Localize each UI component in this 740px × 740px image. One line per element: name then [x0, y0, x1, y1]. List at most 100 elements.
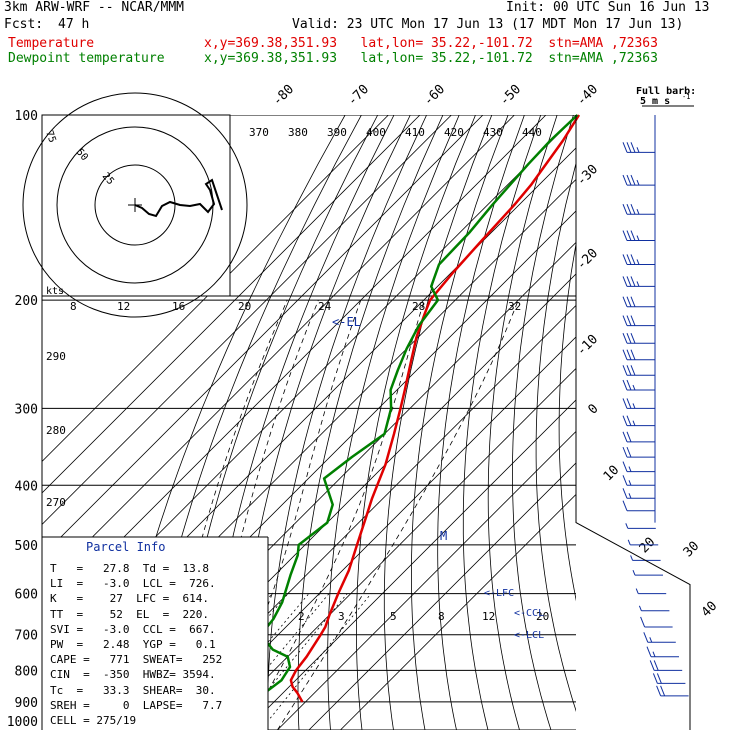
- mixing-ratio-label-2: 2: [298, 610, 305, 623]
- wind-barb-flag: [630, 365, 636, 376]
- dry-adiabat: [487, 115, 558, 730]
- theta-label-390: 390: [327, 126, 347, 139]
- isotherm-label--10: -10: [574, 332, 601, 359]
- pressure-label-100: 100: [15, 109, 38, 124]
- wind-barb-flag: [626, 349, 632, 360]
- speed-label-20: 20: [238, 300, 251, 313]
- temperature-location: x,y=369.38,351.93 lat,lon= 35.22,-101.72…: [204, 36, 658, 51]
- mixing-ratio-line: [234, 593, 348, 730]
- wind-barb-flag: [622, 431, 628, 443]
- wind-barb-flag: [630, 142, 636, 153]
- wind-barb-flag: [622, 365, 628, 376]
- wind-barb-flag: [630, 349, 636, 360]
- theta-label-430: 430: [483, 126, 503, 139]
- dry-adiabat: [327, 115, 460, 730]
- annotation-lfc: <-LFC: [484, 588, 514, 599]
- wind-barb-half: [632, 420, 636, 426]
- wind-barb: [640, 616, 673, 628]
- isotherm-label--80: -80: [270, 82, 297, 109]
- isotherm-line: [42, 115, 515, 588]
- wind-barb: [643, 632, 676, 643]
- theta-label-380: 380: [288, 126, 308, 139]
- theta-label-400: 400: [366, 126, 386, 139]
- model-title: 3km ARW-WRF -- NCAR/MMM: [4, 0, 185, 15]
- wind-barb-flag: [626, 142, 632, 153]
- wind-barb-flag: [626, 230, 632, 241]
- wind-barb-half: [636, 179, 640, 186]
- dry-adiabat: [646, 115, 740, 730]
- hodograph-ring-25: [94, 164, 176, 246]
- hodograph: 75 50 25 kts: [22, 92, 248, 318]
- wind-barb-flag: [626, 446, 632, 458]
- dry-adiabat: [462, 115, 542, 730]
- parcel-info-row: Tc = 33.3 SHEAR= 30.: [50, 683, 216, 697]
- wind-barb: [622, 230, 655, 242]
- moist-adiabat: [277, 299, 519, 730]
- wind-barb-flag: [622, 500, 628, 511]
- mixing-ratio-line: [260, 593, 372, 730]
- moist-adiabat: [214, 299, 362, 730]
- isotherm-line: [42, 115, 389, 462]
- parcel-info-row: T = 27.8 Td = 13.8: [50, 562, 209, 575]
- wind-barb: [622, 333, 655, 344]
- mixing-ratio-label-5: 5: [390, 610, 397, 623]
- wind-barb: [622, 254, 655, 265]
- wind-barb-half: [649, 637, 653, 643]
- pressure-label-1000: 1000: [7, 715, 38, 730]
- wind-barbs: [622, 115, 689, 697]
- pressure-label-300: 300: [15, 402, 38, 417]
- wind-barb-flag: [622, 142, 628, 153]
- parcel-info-panel: [42, 536, 269, 730]
- wind-barb: [652, 673, 686, 684]
- parcel-info-row: CAPE = 771 SWEAT= 252: [50, 653, 223, 667]
- wind-barb-half: [636, 235, 640, 241]
- speed-label-32: 32: [508, 300, 521, 313]
- moist-adiabat: [245, 299, 425, 730]
- parcel-info-row: LI = -3.0 LCL = 726.: [50, 577, 216, 591]
- isotherm-label--20: -20: [574, 246, 601, 273]
- dry-adiabat: [383, 115, 493, 730]
- wind-barb-flag: [622, 315, 628, 326]
- isotherm-label--70: -70: [345, 82, 372, 109]
- wind-barb-flag: [626, 276, 632, 287]
- full-barb-legend: Full barb: 5 m s -1: [636, 86, 696, 107]
- pressure-label-900: 900: [15, 696, 38, 711]
- isotherm-line: [340, 493, 576, 730]
- dewpoint-line: [253, 114, 579, 703]
- wind-barb: [622, 488, 655, 499]
- wind-barb-flag: [626, 431, 632, 443]
- wind-barb: [630, 555, 661, 561]
- wind-barb: [622, 461, 655, 473]
- parcel-annotations: <-EL <-LFC<-CCL <-LCL M: [332, 315, 544, 641]
- wind-barb-half: [628, 466, 632, 472]
- wind-barb-half: [638, 605, 642, 611]
- theta-side-label-280: 280: [46, 424, 66, 437]
- wind-barb-flag: [622, 230, 628, 241]
- dry-adiabat: [625, 115, 708, 730]
- hodograph-ring-75: [22, 92, 248, 318]
- wind-barb-flag: [643, 632, 649, 643]
- wind-barb: [622, 349, 655, 361]
- dry-adiabat: [558, 241, 576, 602]
- dry-adiabat: [266, 115, 427, 730]
- parcel-info-row: SVI = -3.0 CCL = 667.: [50, 622, 216, 636]
- wind-barb-flag: [630, 296, 636, 307]
- wind-barb-flag: [626, 398, 632, 409]
- wind-barb-flag: [646, 646, 652, 657]
- temperature-line: [289, 114, 581, 703]
- wind-barb-half: [625, 523, 629, 529]
- wind-barb-half: [636, 281, 640, 287]
- wind-barb: [638, 605, 670, 612]
- wind-barb-flag: [622, 204, 628, 215]
- wind-barb-flag: [640, 616, 646, 628]
- parcel-info-row: TT = 52 EL = 220.: [50, 607, 209, 621]
- wind-barb-flag: [626, 296, 632, 307]
- isotherm-line: [182, 336, 576, 730]
- wind-barb-flag: [630, 315, 636, 326]
- wind-barb-flag: [630, 230, 636, 241]
- speed-scale: 8 12 16 20 24 28 32: [42, 295, 576, 313]
- parcel-info-row: CELL = 275/19: [50, 714, 137, 727]
- wind-barb-flag: [630, 276, 636, 287]
- wind-barb-half: [628, 493, 632, 499]
- forecast-value: 47 h: [58, 17, 90, 32]
